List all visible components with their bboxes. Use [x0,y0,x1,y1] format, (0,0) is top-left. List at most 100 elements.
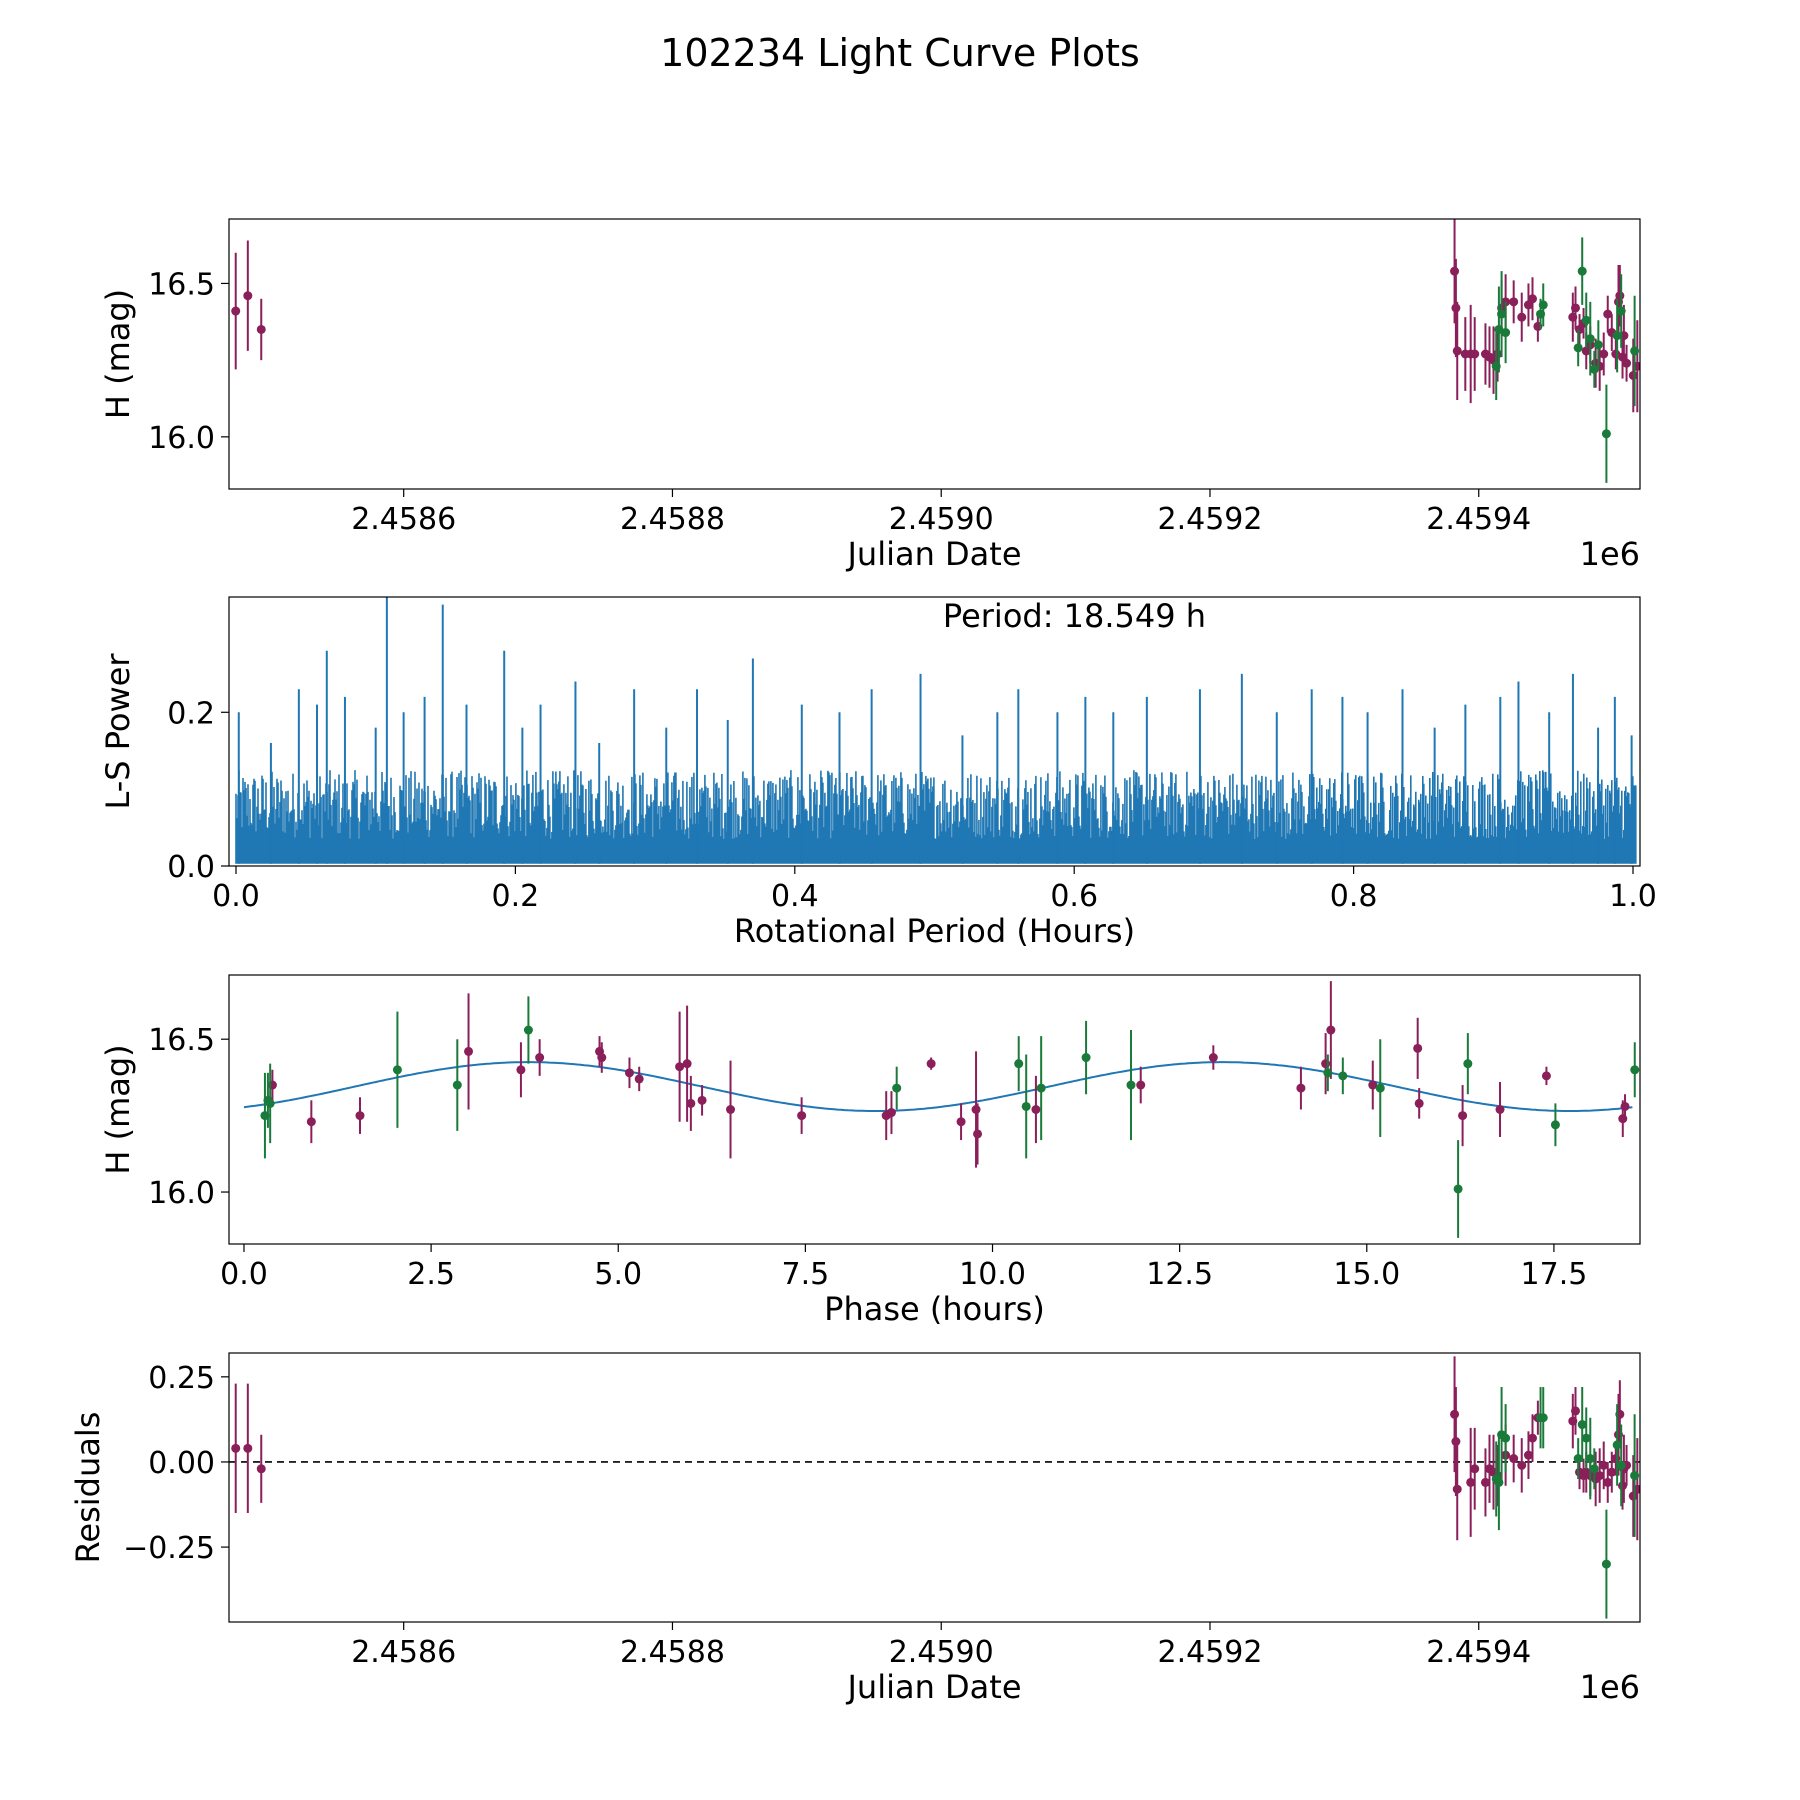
data-point [1413,1043,1423,1053]
data-point [1495,1105,1505,1114]
data-point [1585,1454,1595,1464]
data-point [892,1083,902,1093]
data-point [256,324,266,334]
data-point [973,1129,983,1139]
x-tick-label: 2.4594 [1426,502,1531,537]
data-point [682,1059,692,1069]
x-tick-label: 1.0 [1609,879,1657,914]
data-point [1451,1437,1461,1447]
data-point [516,1065,526,1075]
data-point [1326,1025,1336,1035]
data-point [1577,1420,1587,1430]
y-axis-label: H (mag) [99,1044,137,1174]
data-point [1570,303,1580,313]
data-point [1323,1068,1333,1078]
data-point [1581,1433,1591,1443]
phased-curve-panel: 0.0 2.5 5.0 7.5 10.0 12.5 15.0 17.5 16.0 16.5 Phas… [99,974,1641,1328]
data-point [1603,1477,1613,1487]
data-point [1538,1413,1548,1423]
data-point [886,1108,896,1118]
data-point [675,1062,685,1072]
data-point [1585,334,1595,344]
y-axis-label: H (mag) [99,289,137,419]
x-tick-label: 0.8 [1330,879,1378,914]
y-tick-label: 0.0 [167,850,215,885]
x-tick-label: 17.5 [1521,1257,1588,1292]
x-tick-label: 15.0 [1333,1257,1400,1292]
data-point [464,1046,474,1056]
data-point [1595,1471,1605,1481]
data-point [1620,1101,1630,1111]
data-point [1589,1464,1599,1474]
x-offset-label: 1e6 [1580,535,1640,573]
data-point [1593,340,1603,350]
data-point [1414,1098,1424,1108]
data-point [1136,1080,1146,1090]
data-point [1577,266,1587,276]
power-spectrum-line [235,770,1637,864]
data-point [306,1117,316,1127]
data-point [243,1443,253,1453]
data-point [797,1111,807,1121]
plot-area [229,1356,1640,1619]
x-axis-label: Phase (hours) [824,1290,1045,1328]
data-point [231,306,241,316]
y-tick-label: 0.00 [148,1446,215,1481]
x-tick-label: 2.4586 [351,502,456,537]
x-tick-label: 2.5 [407,1257,455,1292]
y-tick-label: 0.25 [148,1361,215,1396]
data-point [1501,1433,1511,1443]
data-point [971,1105,981,1114]
x-tick-label: 0.4 [771,879,819,914]
data-point [1527,1433,1537,1443]
data-point [265,1098,275,1108]
data-point [1509,297,1519,307]
y-axis-label: Residuals [69,1412,107,1564]
data-point [1570,1406,1580,1416]
x-tick-label: 10.0 [959,1257,1026,1292]
data-point [256,1464,266,1474]
y-tick-label: 0.2 [167,696,215,731]
axes-frame [228,596,1641,867]
data-point [1208,1053,1218,1063]
x-tick-label: 2.4586 [351,1635,456,1670]
figure-title: 102234 Light Curve Plots [660,31,1140,75]
data-point [1599,1460,1609,1470]
x-tick-label: 12.5 [1146,1257,1213,1292]
data-point [1452,1484,1462,1494]
data-point [1622,358,1632,368]
x-tick-label: 7.5 [782,1257,830,1292]
data-point [535,1053,545,1063]
plot-area [235,597,1637,864]
data-point [726,1105,736,1114]
x-tick-label: 2.4588 [620,1635,725,1670]
data-point [1453,1184,1463,1194]
data-point [1599,349,1609,359]
data-point [1375,1083,1385,1093]
data-point [1081,1053,1091,1063]
data-point [1463,1059,1473,1069]
x-tick-label: 2.4594 [1426,1635,1531,1670]
data-point [231,1443,241,1453]
data-point [1527,294,1537,304]
data-point [1458,1111,1468,1121]
x-tick-label: 0.0 [212,879,260,914]
data-point [1581,315,1591,325]
data-point [1523,1450,1533,1460]
data-point [1607,1467,1617,1477]
x-tick-label: 2.4592 [1157,1635,1262,1670]
data-point [1501,328,1511,338]
x-tick-label: 2.4590 [889,502,994,537]
data-point [1338,1071,1348,1081]
data-point [1497,309,1507,319]
data-point [1589,364,1599,374]
periodogram-panel: Period: 18.549 h 0.0 0.2 0.4 0.6 0.8 1.0 0.0 0.2… [99,596,1657,950]
data-point [1630,1471,1640,1481]
data-point [1021,1101,1031,1111]
data-point [686,1098,696,1108]
data-point [1573,343,1583,353]
data-point [1509,1454,1519,1464]
data-point [1612,331,1622,341]
x-axis-label: Julian Date [845,535,1021,573]
data-point [624,1068,634,1078]
